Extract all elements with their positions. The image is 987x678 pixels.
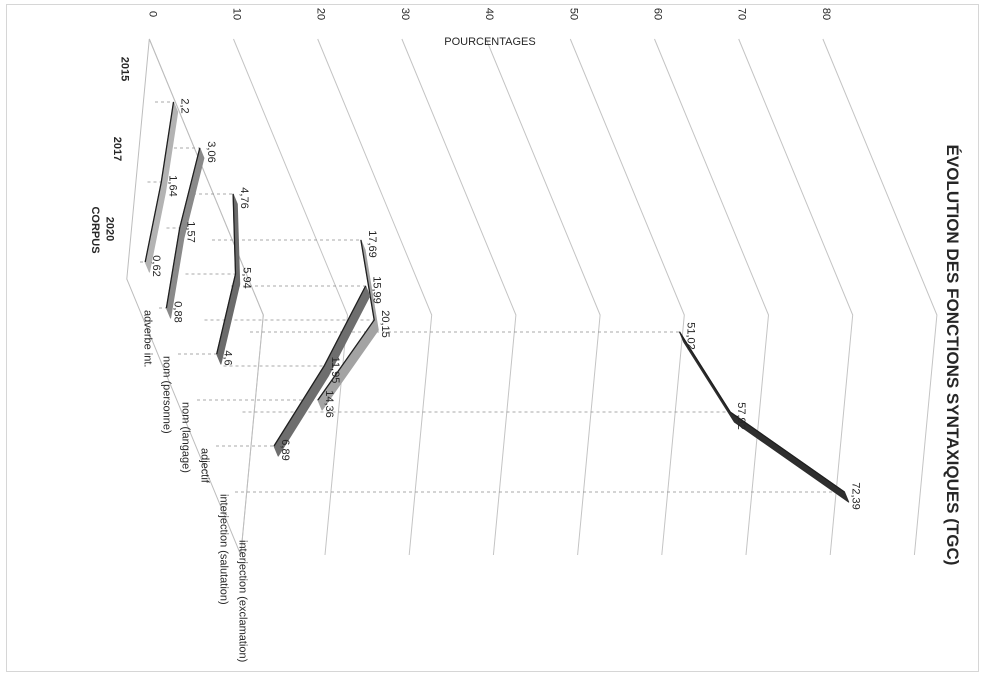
floor — [126, 38, 264, 556]
data-label: 2,2 — [179, 98, 191, 113]
chart-title: ÉVOLUTION DES FONCTIONS SYNTAXIQUES (TGC… — [943, 145, 962, 566]
gridline-50 — [569, 38, 685, 556]
floor-outline — [126, 38, 264, 556]
y-axis-label: POURCENTAGES — [444, 36, 535, 48]
series-line-5 — [679, 331, 845, 493]
chart: 0 10 20 30 40 50 60 70 80 2015 2017 2020 2,2 1,64 0,6… — [89, 8, 962, 663]
data-label: 11,95 — [329, 357, 341, 384]
y-tick-label: 60 — [652, 8, 664, 20]
gridline-40 — [485, 38, 601, 556]
data-label: 14,36 — [323, 390, 335, 418]
series-line-0 — [144, 101, 175, 263]
y-tick-label: 80 — [820, 8, 832, 20]
gridline-80 — [822, 38, 938, 556]
data-label: 0,62 — [150, 255, 162, 276]
category-label-2017: 2017 — [111, 137, 123, 161]
gridline-70 — [738, 38, 854, 556]
data-label: 0,88 — [171, 301, 183, 322]
gridline-10 — [233, 38, 349, 556]
y-tick-label: 30 — [399, 8, 411, 20]
data-label: 1,57 — [185, 221, 197, 242]
y-tick-label: 0 — [146, 11, 158, 17]
x-axis-label: CORPUS — [89, 206, 101, 253]
data-label: 72,39 — [850, 482, 862, 510]
series-line-4 — [273, 285, 367, 447]
drop-lines — [140, 101, 845, 493]
data-label: 6,89 — [279, 439, 291, 460]
data-label: 17,69 — [366, 230, 378, 258]
series-label: nom (langage) — [179, 402, 191, 473]
data-label: 51,02 — [685, 322, 697, 350]
y-tick-label: 70 — [736, 8, 748, 20]
data-label: 57,92 — [735, 402, 747, 430]
gridline-60 — [654, 38, 770, 556]
series-line-3 — [317, 239, 375, 401]
series-line-2 — [216, 193, 237, 355]
data-label: 3,06 — [205, 141, 217, 162]
data-label: 4,6 — [222, 350, 234, 365]
series-label: interjection (salutation) — [217, 494, 229, 605]
category-label-2020: 2020 — [104, 217, 116, 241]
y-tick-label: 10 — [231, 8, 243, 20]
series-ribbon-4 — [273, 285, 371, 457]
y-tick-label: 20 — [315, 8, 327, 20]
y-tick-label: 40 — [483, 8, 495, 20]
data-label: 20,15 — [379, 310, 391, 338]
data-label: 5,94 — [241, 267, 253, 288]
data-label: 15,99 — [371, 276, 383, 304]
series-label: nom (personne) — [160, 356, 172, 434]
series-label: adverbe int. — [141, 310, 153, 367]
chart-frame: 0 10 20 30 40 50 60 70 80 2015 2017 2020 2,2 1,64 0,6… — [6, 4, 979, 672]
series-label: interjection (exclamation) — [236, 540, 248, 662]
gridline-30 — [401, 38, 517, 556]
series-lines — [144, 101, 850, 503]
series-line-1 — [165, 147, 201, 309]
data-label: 1,64 — [166, 175, 178, 196]
labels: 2015 2017 2020 2,2 1,64 0,62 adverbe int. 3,06 1… — [104, 57, 862, 663]
data-label: 4,76 — [238, 187, 250, 208]
y-tick-label: 50 — [567, 8, 579, 20]
series-label: adjectif — [198, 448, 210, 484]
category-label-2015: 2015 — [119, 57, 131, 81]
gridline-20 — [317, 38, 433, 556]
gridlines: 0 10 20 30 40 50 60 70 80 — [146, 8, 938, 556]
